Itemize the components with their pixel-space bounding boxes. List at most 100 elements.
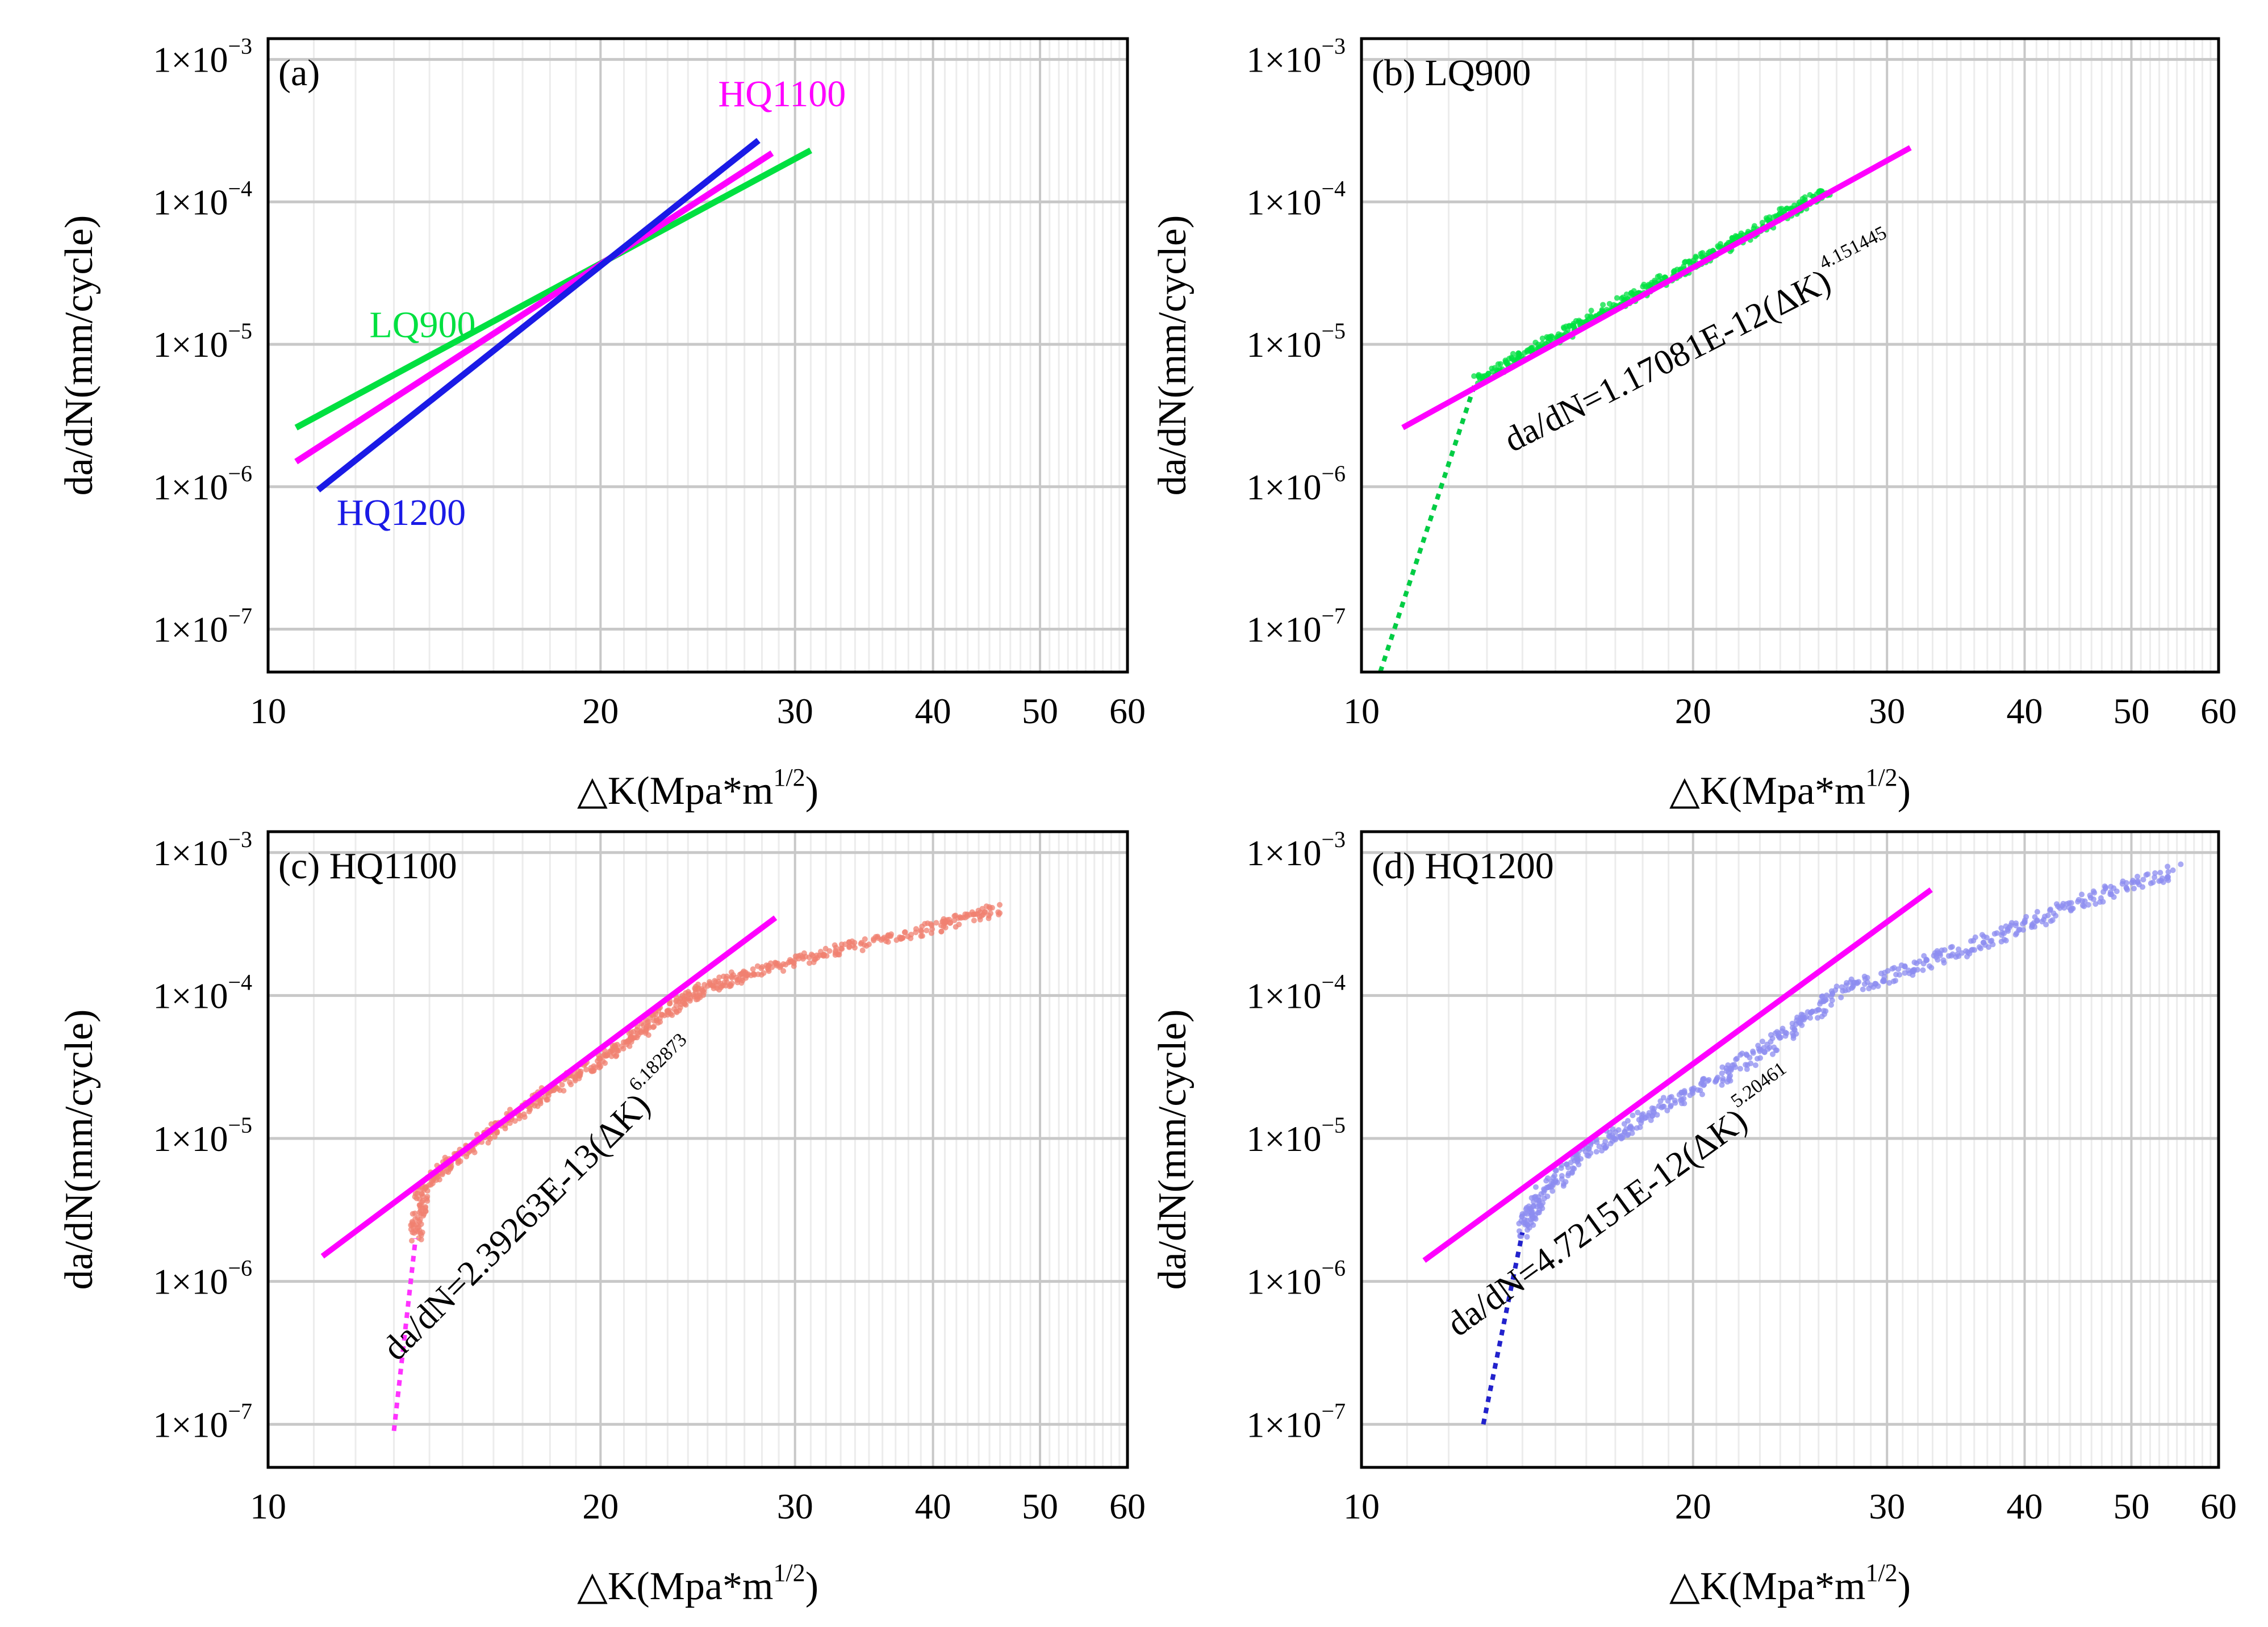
y-tick-base: 1×10 [1246,975,1321,1016]
data-point [2014,930,2020,936]
y-tick-label: 1×10−4 [1246,176,1346,222]
data-point [1719,1082,1725,1088]
data-point [933,920,939,926]
data-point [1873,981,1879,987]
data-point [1823,1008,1829,1014]
data-point [951,917,958,923]
data-point [2140,884,2146,890]
y-tick-base: 1×10 [1246,833,1321,873]
data-point [1699,1091,1705,1098]
y-tick-exp: −3 [1321,827,1346,852]
data-point [801,950,807,956]
y-axis-label: da/dN(mm/cycle) [57,215,101,496]
data-point [1502,357,1509,364]
y-tick-exp: −6 [1321,461,1346,486]
data-point [1630,1112,1636,1119]
data-point [1766,1044,1773,1050]
data-point [1575,1152,1581,1158]
y-tick-label: 1×10−7 [153,603,252,650]
series-annotation: HQ1200 [337,492,466,533]
y-axis-label: da/dN(mm/cycle) [57,1009,101,1290]
data-point [1670,269,1677,275]
data-point [2092,901,2099,907]
data-point [838,945,844,952]
y-tick-exp: −4 [1321,176,1346,201]
data-point [1759,219,1765,226]
data-point [859,948,866,954]
data-point [772,959,778,966]
data-point [1720,1075,1726,1082]
data-point [1978,945,1984,952]
x-tick-label: 30 [777,1486,813,1526]
data-point [1672,1100,1678,1106]
plot-frame [1360,37,2220,674]
data-point [1776,1033,1782,1039]
data-point [1789,1020,1795,1027]
data-point [1668,1104,1674,1110]
data-point [997,910,1003,916]
y-tick-label: 1×10−7 [1246,1398,1346,1445]
data-point [720,973,726,979]
data-point [598,1063,604,1070]
y-tick-exp: −3 [1321,34,1346,59]
series-line-lq900 [294,147,812,431]
y-tick-label: 1×10−7 [153,1398,252,1445]
panel-label: (a) [278,52,320,94]
data-point [989,904,995,911]
data-point [846,943,853,949]
x-tick-label: 10 [250,1486,286,1526]
data-point [1690,1090,1696,1096]
x-axis-label: △K(Mpa*m1/2) [577,1559,818,1608]
y-tick-base: 1×10 [153,833,228,873]
fit-line [320,915,778,1259]
y-tick-exp: −6 [1321,1255,1346,1281]
data-point [1927,963,1933,969]
panel-label: (d) HQ1200 [1372,845,1554,887]
data-point [1553,1167,1559,1174]
data-point [1832,987,1839,993]
data-point [1817,187,1823,194]
data-point [2023,913,2029,920]
data-point [423,1204,429,1210]
data-point [1747,1054,1753,1061]
data-point [1885,967,1891,974]
x-tick-label: 30 [1869,1486,1905,1526]
data-point [885,939,891,945]
data-point [851,945,858,951]
data-point [2111,894,2117,900]
data-point [542,1094,548,1100]
data-point [716,974,722,981]
data-point [2165,863,2171,870]
data-point [1914,967,1920,973]
data-point [1540,1190,1547,1196]
data-point [424,1194,431,1200]
y-tick-label: 1×10−5 [153,318,252,365]
data-point [728,969,734,975]
data-point [2152,870,2158,876]
y-tick-exp: −3 [228,34,252,59]
data-point [417,1208,424,1214]
y-tick-label: 1×10−4 [153,969,252,1016]
data-point [1780,1025,1786,1032]
x-tick-label: 60 [1109,1486,1146,1526]
y-tick-label: 1×10−7 [1246,603,1346,650]
y-tick-exp: −7 [1321,1398,1346,1424]
data-point [1886,980,1893,986]
data-point [1552,1177,1559,1183]
data-point [1737,1066,1743,1072]
x-axis-label-close: ) [805,769,818,813]
x-tick-label: 50 [2113,1486,2149,1526]
x-axis-label-close: ) [1898,1565,1911,1608]
x-tick-label: 10 [250,691,286,731]
y-tick-label: 1×10−4 [1246,969,1346,1016]
threshold-line [1378,380,1478,673]
data-point [1544,1184,1550,1191]
data-point [1635,1109,1641,1116]
x-axis-label-sup: 1/2 [773,1559,805,1587]
data-point [578,1068,584,1074]
data-point [2135,874,2141,880]
x-tick-label: 20 [582,1486,619,1526]
data-point [1539,335,1546,341]
y-tick-label: 1×10−3 [1246,827,1346,873]
